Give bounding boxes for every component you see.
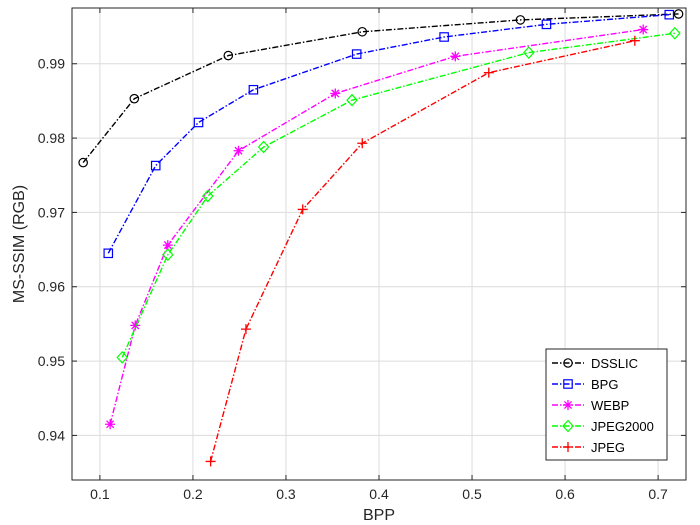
x-tick-label: 0.2 [183,486,203,502]
legend-label-webp: WEBP [591,398,629,413]
legend-marker-dsslic [563,358,573,368]
data-point-webp [330,88,341,99]
y-tick-label: 0.95 [38,353,65,369]
y-tick-label: 0.94 [38,427,65,443]
data-point-jpeg [205,456,216,467]
data-point-webp [450,51,461,62]
legend: DSSLIC BPG WEBP JPEG2000 JPEG [545,348,668,461]
x-tick-label: 0.1 [90,486,110,502]
series-line-jpeg [209,40,635,462]
y-tick-label: 0.98 [38,130,65,146]
x-tick-label: 0.6 [555,486,575,502]
legend-label-jpeg2000: JPEG2000 [591,419,654,434]
legend-marker-jpeg [563,442,573,452]
y-tick-label: 0.99 [38,56,65,72]
plot-area: 0.1 0.2 0.3 0.4 0.5 0.6 0.7 0.94 0.95 0.96 0.97 0.9… [38,7,687,502]
data-point-webp [105,419,116,430]
x-axis-label: BPP [363,507,395,524]
data-point-dsslic [515,15,526,25]
data-point-dsslic [357,26,368,37]
data-point-jpeg2000 [202,189,214,203]
data-point-bpg [193,117,204,128]
data-point-jpeg2000 [116,350,129,364]
data-point-jpeg2000 [669,26,681,40]
data-point-jpeg [297,204,308,215]
legend-marker-bpg [563,379,573,389]
x-tick-label: 0.7 [648,486,668,502]
data-point-dsslic [673,9,684,19]
legend-label-bpg: BPG [591,377,618,392]
data-point-jpeg [240,324,251,335]
x-tick-label: 0.4 [369,486,389,502]
data-point-webp [638,24,649,35]
y-tick-label: 0.97 [38,204,65,220]
series-line-jpeg2000 [121,32,675,358]
data-point-webp [233,145,244,156]
data-point-webp [162,240,173,251]
legend-marker-jpeg2000 [562,419,574,433]
data-point-jpeg2000 [257,140,270,154]
x-tick-label: 0.3 [276,486,296,502]
data-point-dsslic [223,50,234,61]
data-point-bpg [541,19,552,30]
data-point-jpeg [483,67,494,78]
data-point-webp [130,320,141,331]
y-tick-label: 0.96 [38,279,65,295]
x-tick-label: 0.5 [462,486,482,502]
legend-label-jpeg: JPEG [591,440,625,455]
data-point-jpeg [357,138,368,149]
data-point-jpeg2000 [346,93,358,107]
data-point-jpeg2000 [162,248,174,262]
series-line-dsslic [82,13,679,164]
data-point-jpeg2000 [522,46,535,59]
data-point-bpg [439,32,449,42]
data-point-bpg [351,49,362,59]
legend-marker-webp [563,400,573,410]
data-point-bpg [103,248,114,259]
data-point-bpg [150,160,161,171]
data-point-bpg [248,84,259,95]
y-axis-label: MS-SSIM (RGB) [11,185,28,303]
data-point-dsslic [78,157,88,168]
series-line-bpg [107,13,670,254]
data-point-bpg [664,9,675,20]
data-point-jpeg [629,35,640,46]
data-point-dsslic [129,93,140,104]
legend-label-dsslic: DSSLIC [591,356,638,371]
